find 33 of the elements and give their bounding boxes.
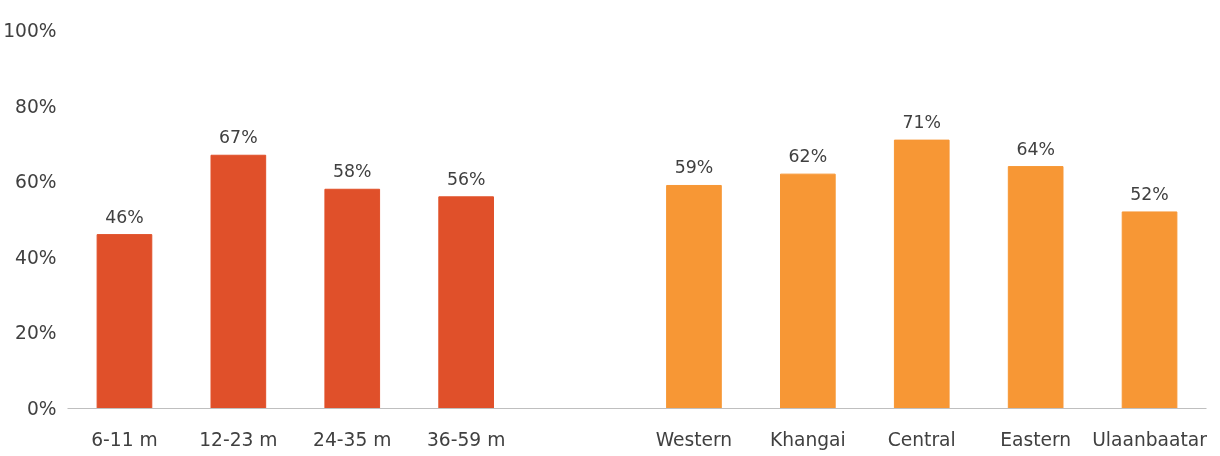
- bar: [96, 234, 153, 409]
- data-label: 52%: [1130, 183, 1169, 204]
- data-label: 67%: [219, 127, 258, 148]
- y-tick-label: 40%: [15, 246, 57, 268]
- data-label: 56%: [446, 168, 486, 189]
- bar: [324, 188, 381, 409]
- x-tick-label: Khangai: [769, 428, 846, 450]
- x-tick-label: Central: [887, 428, 956, 450]
- data-label: 59%: [674, 157, 714, 178]
- bar: [1007, 166, 1064, 409]
- bar: [1121, 211, 1178, 409]
- bar: [666, 184, 722, 409]
- x-tick-label: Eastern: [1000, 428, 1072, 450]
- y-tick-label: 60%: [15, 171, 57, 193]
- y-tick-label: 0%: [26, 398, 57, 419]
- x-tick-label: 24-35 m: [313, 428, 392, 450]
- bar: [780, 173, 836, 409]
- data-label: 58%: [332, 161, 372, 182]
- data-label: 71%: [902, 112, 942, 133]
- y-tick-label: 80%: [15, 95, 57, 117]
- data-label: 62%: [788, 146, 828, 167]
- bar: [438, 196, 494, 409]
- x-tick-label: 6-11 m: [91, 428, 158, 450]
- y-tick-label: 100%: [3, 20, 57, 41]
- y-tick-label: 20%: [15, 322, 57, 344]
- x-tick-label: Ulaanbaatar: [1092, 428, 1208, 450]
- data-label: 64%: [1016, 138, 1055, 159]
- x-tick-label: 36-59 m: [426, 428, 506, 450]
- bar: [893, 139, 950, 409]
- bar: [210, 154, 267, 409]
- data-label: 46%: [105, 206, 144, 227]
- x-tick-label: 12-23 m: [199, 428, 278, 450]
- x-tick-label: Western: [655, 428, 733, 450]
